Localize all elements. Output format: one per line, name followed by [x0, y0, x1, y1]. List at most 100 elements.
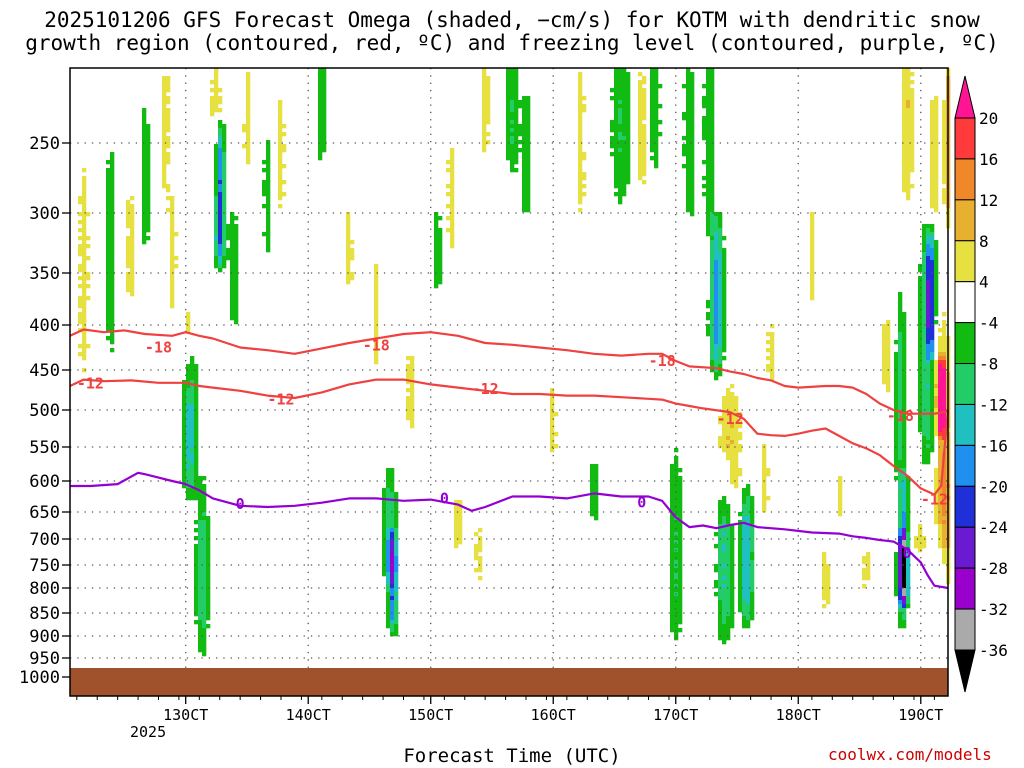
omega-cell — [918, 540, 923, 545]
omega-cell — [266, 168, 271, 173]
omega-cell — [930, 224, 935, 229]
omega-cell — [166, 188, 171, 193]
omega-cell — [578, 76, 583, 81]
omega-cell — [742, 600, 747, 605]
omega-cell — [222, 168, 227, 173]
omega-cell — [942, 376, 947, 381]
omega-cell — [906, 84, 911, 89]
omega-cell — [486, 132, 491, 137]
omega-cell — [82, 316, 87, 321]
omega-cell — [198, 528, 203, 533]
omega-cell — [930, 156, 935, 161]
omega-cell — [746, 512, 751, 517]
omega-cell — [186, 456, 191, 461]
omega-cell — [230, 224, 235, 229]
omega-cell — [938, 348, 943, 353]
omega-cell — [214, 164, 219, 169]
omega-cell — [230, 232, 235, 237]
omega-cell — [718, 584, 723, 589]
omega-cell — [202, 548, 207, 553]
omega-cell — [934, 408, 939, 413]
omega-cell — [394, 492, 399, 497]
omega-cell — [110, 276, 115, 281]
omega-cell — [922, 312, 927, 317]
omega-cell — [918, 304, 923, 309]
omega-cell — [550, 444, 555, 449]
omega-cell — [142, 152, 147, 157]
omega-cell — [726, 532, 731, 537]
omega-cell — [902, 68, 907, 73]
omega-cell — [650, 112, 655, 117]
omega-cell — [510, 80, 515, 85]
omega-cell — [434, 276, 439, 281]
omega-cell — [106, 280, 111, 285]
omega-cell — [942, 136, 947, 141]
omega-cell — [390, 628, 395, 633]
omega-cell — [214, 204, 219, 209]
omega-cell — [942, 324, 947, 329]
site-credit-link[interactable]: coolwx.com/models — [828, 745, 992, 764]
omega-cell — [550, 432, 555, 437]
omega-cell — [730, 600, 735, 605]
omega-cell — [194, 428, 199, 433]
omega-cell — [522, 168, 527, 173]
omega-cell — [678, 480, 683, 485]
omega-cell — [214, 240, 219, 245]
omega-cell — [514, 116, 519, 121]
omega-cell — [166, 88, 171, 93]
omega-cell — [906, 604, 911, 609]
omega-cell — [686, 196, 691, 201]
omega-cell — [902, 524, 907, 529]
omega-cell — [522, 96, 527, 101]
omega-cell — [198, 608, 203, 613]
omega-cell — [930, 344, 935, 349]
omega-cell — [454, 544, 459, 549]
omega-cell — [162, 128, 167, 133]
omega-cell — [266, 152, 271, 157]
omega-cell — [506, 88, 511, 93]
omega-cell — [194, 396, 199, 401]
omega-cell — [174, 256, 179, 261]
omega-cell — [130, 272, 135, 277]
omega-cell — [838, 476, 843, 481]
omega-cell — [654, 108, 659, 113]
omega-cell — [710, 304, 715, 309]
omega-cell — [578, 84, 583, 89]
omega-cell — [670, 468, 675, 473]
omega-cell — [714, 364, 719, 369]
omega-cell — [486, 112, 491, 117]
omega-cell — [670, 548, 675, 553]
omega-cell — [218, 200, 223, 205]
omega-cell — [690, 132, 695, 137]
omega-cell — [702, 116, 707, 121]
omega-cell — [746, 572, 751, 577]
omega-cell — [482, 148, 487, 153]
omega-cell — [434, 240, 439, 245]
omega-cell — [926, 228, 931, 233]
omega-cell — [670, 464, 675, 469]
omega-cell — [510, 160, 515, 165]
omega-cell — [266, 164, 271, 169]
omega-cell — [346, 280, 351, 285]
y-tick-label: 750 — [29, 556, 60, 576]
omega-cell — [938, 452, 943, 457]
omega-cell — [722, 540, 727, 545]
omega-cell — [450, 220, 455, 225]
omega-cell — [514, 104, 519, 109]
omega-cell — [266, 160, 271, 165]
omega-cell — [130, 220, 135, 225]
omega-cell — [766, 340, 771, 345]
omega-cell — [186, 328, 191, 333]
omega-cell — [82, 264, 87, 269]
omega-cell — [898, 608, 903, 613]
omega-cell — [898, 528, 903, 533]
omega-cell — [902, 184, 907, 189]
omega-cell — [642, 124, 647, 129]
omega-cell — [198, 500, 203, 505]
omega-cell — [110, 216, 115, 221]
omega-cell — [170, 248, 175, 253]
omega-cell — [230, 288, 235, 293]
omega-cell — [278, 168, 283, 173]
omega-cell — [162, 92, 167, 97]
omega-cell — [898, 520, 903, 525]
